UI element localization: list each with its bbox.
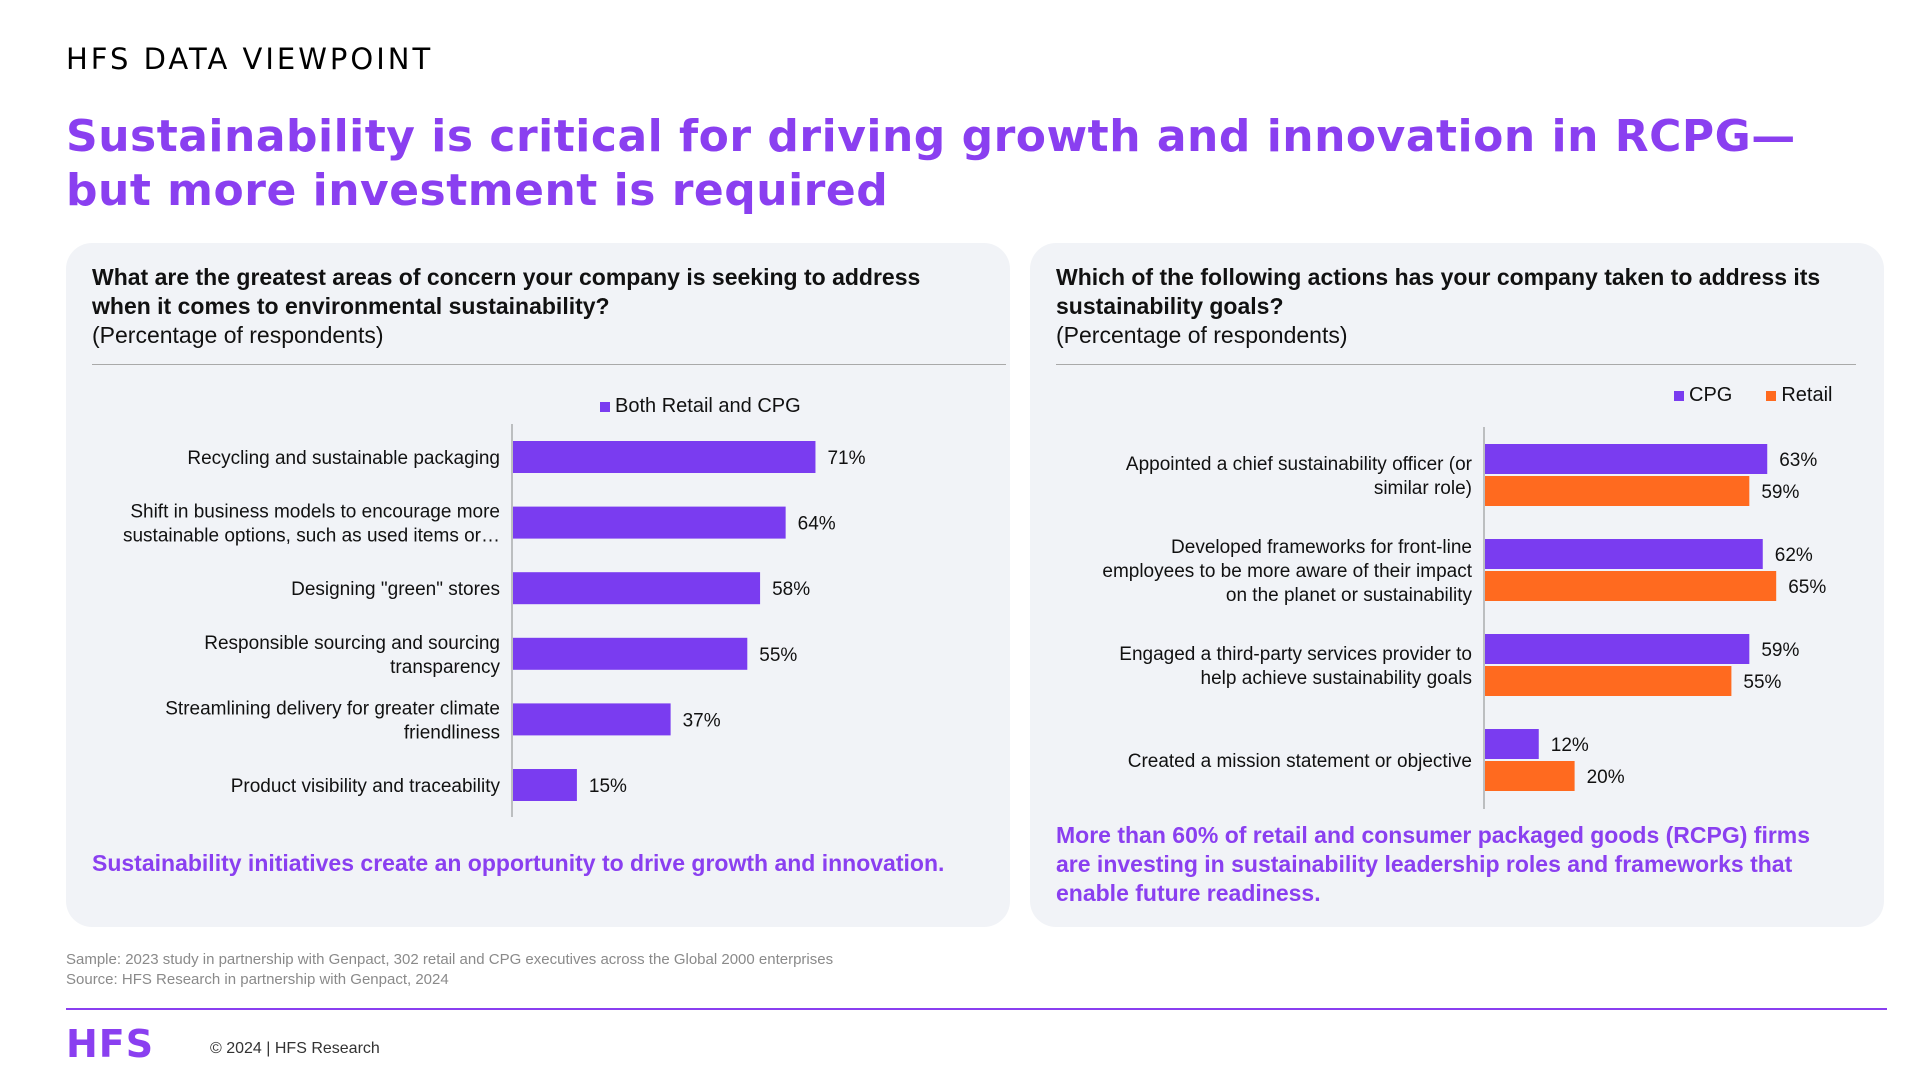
category-label-line: Responsible sourcing and sourcing xyxy=(204,633,500,654)
footer-notes: Sample: 2023 study in partnership with G… xyxy=(66,950,833,990)
category-label-line: Recycling and sustainable packaging xyxy=(187,448,500,469)
left-bar-chart: Recycling and sustainable packaging 71% Sh… xyxy=(123,424,866,817)
category-label-line: sustainable options, such as used items … xyxy=(123,526,500,547)
category-label-line: similar role) xyxy=(1374,478,1472,499)
eyebrow-title: HFS DATA VIEWPOINT xyxy=(66,42,434,76)
bar-cpg-0 xyxy=(1485,444,1768,474)
bar-cpg-1 xyxy=(1485,539,1763,569)
category-label-line: Shift in business models to encourage mo… xyxy=(130,502,500,523)
legend-label-cpg: CPG xyxy=(1689,384,1733,406)
left-divider xyxy=(92,364,1006,365)
footer-sample: Sample: 2023 study in partnership with G… xyxy=(66,951,834,968)
right-bar-chart: Appointed a chief sustainability officer… xyxy=(1102,427,1826,809)
footer-divider xyxy=(66,1008,1887,1010)
category-label-line: Appointed a chief sustainability officer… xyxy=(1126,454,1473,475)
category-label-shift-in-business-models-to-encourage-mo: Shift in business models to encourage mo… xyxy=(123,502,500,547)
right-question: Which of the following actions has your … xyxy=(1056,263,1856,350)
left-question-text: What are the greatest areas of concern y… xyxy=(92,264,921,319)
left-takeaway: Sustainability initiatives create an opp… xyxy=(92,850,945,876)
legend-label-both: Both Retail and CPG xyxy=(615,395,801,417)
right-legend: CPG Retail xyxy=(1674,384,1832,407)
right-chart-panel: Which of the following actions has your … xyxy=(1030,243,1884,927)
data-label-both-retail-and-cpg-2: 58% xyxy=(772,579,810,600)
category-label-recycling-and-sustainable-packaging: Recycling and sustainable packaging xyxy=(187,448,500,469)
data-label-retail-0: 59% xyxy=(1761,482,1799,503)
category-label-designing-green-stores: Designing "green" stores xyxy=(291,579,500,600)
category-label-line: transparency xyxy=(390,657,500,678)
category-label-created-a-mission-statement-or-objective: Created a mission statement or objective xyxy=(1128,751,1472,772)
bar-both-retail-and-cpg-0 xyxy=(513,441,816,473)
data-label-cpg-1: 62% xyxy=(1775,545,1813,566)
data-label-cpg-2: 59% xyxy=(1761,640,1799,661)
right-question-text: Which of the following actions has your … xyxy=(1056,264,1821,319)
data-label-retail-3: 20% xyxy=(1587,767,1625,788)
legend-swatch-cpg xyxy=(1674,390,1684,401)
category-label-line: Engaged a third-party services provider … xyxy=(1119,644,1472,665)
data-label-both-retail-and-cpg-5: 15% xyxy=(589,776,627,797)
left-chart-panel: What are the greatest areas of concern y… xyxy=(66,243,1010,927)
legend-label-retail: Retail xyxy=(1781,384,1833,406)
bar-retail-0 xyxy=(1485,476,1750,506)
category-label-streamlining-delivery-for-greater-climat: Streamlining delivery for greater climat… xyxy=(165,698,500,743)
data-label-both-retail-and-cpg-0: 71% xyxy=(827,448,865,469)
data-label-both-retail-and-cpg-1: 64% xyxy=(798,514,836,535)
category-label-line: Product visibility and traceability xyxy=(231,776,501,797)
left-question-subtitle: (Percentage of respondents) xyxy=(92,322,384,348)
bar-retail-3 xyxy=(1485,761,1575,791)
right-divider xyxy=(1056,364,1856,365)
data-label-both-retail-and-cpg-4: 37% xyxy=(683,710,721,731)
data-label-retail-2: 55% xyxy=(1743,672,1781,693)
left-question: What are the greatest areas of concern y… xyxy=(92,263,972,350)
bar-retail-1 xyxy=(1485,571,1777,601)
page-headline: Sustainability is critical for driving g… xyxy=(66,111,1796,216)
category-label-line: friendliness xyxy=(404,722,500,743)
category-label-line: Streamlining delivery for greater climat… xyxy=(165,698,500,719)
bar-retail-2 xyxy=(1485,666,1732,696)
category-label-developed-frameworks-for-front-line-empl: Developed frameworks for front-line emplo… xyxy=(1102,537,1472,606)
category-label-line: on the planet or sustainability xyxy=(1226,585,1473,606)
category-label-product-visibility-and-traceability: Product visibility and traceability xyxy=(231,776,501,797)
category-label-responsible-sourcing-and-sourcing-transp: Responsible sourcing and sourcing transpa… xyxy=(204,633,500,678)
bar-both-retail-and-cpg-2 xyxy=(513,572,761,605)
category-label-line: Created a mission statement or objective xyxy=(1128,751,1472,772)
legend-swatch-both xyxy=(600,401,610,412)
footer-copyright: © 2024 | HFS Research xyxy=(210,1040,380,1057)
data-label-cpg-3: 12% xyxy=(1551,735,1589,756)
bar-both-retail-and-cpg-3 xyxy=(513,637,748,670)
category-label-engaged-a-third-party-services-provider-: Engaged a third-party services provider … xyxy=(1119,644,1472,689)
bar-cpg-2 xyxy=(1485,634,1750,664)
right-question-subtitle: (Percentage of respondents) xyxy=(1056,322,1348,348)
category-label-line: Developed frameworks for front-line xyxy=(1171,537,1472,558)
data-label-both-retail-and-cpg-3: 55% xyxy=(759,645,797,666)
legend-swatch-retail xyxy=(1766,390,1777,401)
category-label-line: Designing "green" stores xyxy=(291,579,500,600)
category-label-line: employees to be more aware of their impa… xyxy=(1102,561,1472,582)
bar-both-retail-and-cpg-4 xyxy=(513,703,671,736)
left-legend: Both Retail and CPG xyxy=(600,395,801,418)
bar-both-retail-and-cpg-5 xyxy=(513,769,577,801)
right-takeaway: More than 60% of retail and consumer pac… xyxy=(1056,822,1811,906)
footer-source: Source: HFS Research in partnership with… xyxy=(66,971,449,988)
bar-both-retail-and-cpg-1 xyxy=(513,506,786,539)
category-label-appointed-a-chief-sustainability-officer: Appointed a chief sustainability officer… xyxy=(1126,454,1473,499)
bar-cpg-3 xyxy=(1485,729,1539,759)
data-label-retail-1: 65% xyxy=(1788,577,1826,598)
hfs-logo: HFS xyxy=(66,1022,155,1066)
category-label-line: help achieve sustainability goals xyxy=(1201,668,1472,689)
data-label-cpg-0: 63% xyxy=(1779,450,1817,471)
